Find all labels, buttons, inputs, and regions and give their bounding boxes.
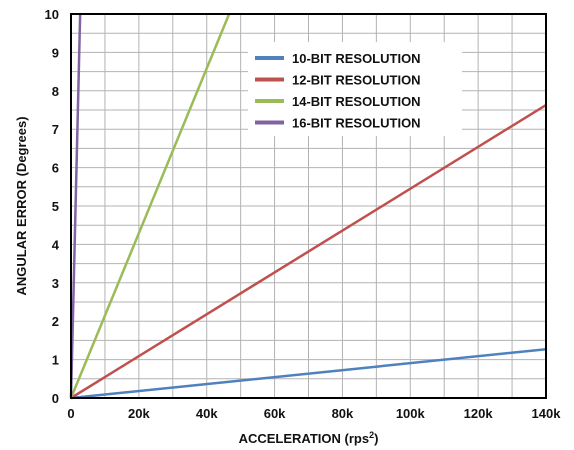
- series-line-3: [69, 13, 231, 399]
- series-lines: [69, 13, 547, 400]
- y-tick-label: 9: [52, 45, 59, 60]
- y-tick-label: 6: [52, 161, 59, 176]
- legend-label-2: 12-BIT RESOLUTION: [292, 73, 421, 88]
- legend-label-4: 16-BIT RESOLUTION: [292, 116, 421, 131]
- x-tick-label: 20k: [128, 406, 150, 421]
- y-tick-label: 2: [52, 314, 59, 329]
- y-tick-label: 7: [52, 122, 59, 137]
- x-axis-title: ACCELERATION (rps2): [239, 430, 379, 446]
- y-tick-label: 10: [45, 7, 59, 22]
- y-tick-label: 1: [52, 353, 59, 368]
- y-tick-labels: 0 1 2 3 4 5 6 7 8 9 10: [45, 7, 60, 406]
- x-tick-label: 100k: [396, 406, 426, 421]
- y-tick-label: 5: [52, 199, 59, 214]
- y-axis-title: ANGULAR ERROR (Degrees): [14, 116, 29, 295]
- legend-label-3: 14-BIT RESOLUTION: [292, 94, 421, 109]
- y-tick-label: 8: [52, 84, 59, 99]
- series-line-2: [70, 103, 547, 400]
- x-tick-label: 120k: [464, 406, 494, 421]
- x-tick-label: 80k: [332, 406, 354, 421]
- x-tick-labels: 0 20k 40k 60k 80k 100k 120k 140k: [67, 406, 561, 421]
- y-tick-label: 0: [52, 391, 59, 406]
- x-tick-label: 60k: [264, 406, 286, 421]
- legend-label-1: 10-BIT RESOLUTION: [292, 51, 421, 66]
- x-tick-label: 140k: [532, 406, 562, 421]
- x-tick-label: 40k: [196, 406, 218, 421]
- series-line-1: [70, 347, 547, 400]
- x-tick-label: 0: [67, 406, 74, 421]
- legend: 10-BIT RESOLUTION 12-BIT RESOLUTION 14-BIT…: [248, 42, 462, 136]
- series-line-4: [69, 13, 82, 399]
- y-tick-label: 3: [52, 276, 59, 291]
- plot-frame: [70, 13, 547, 399]
- y-tick-label: 4: [52, 237, 60, 252]
